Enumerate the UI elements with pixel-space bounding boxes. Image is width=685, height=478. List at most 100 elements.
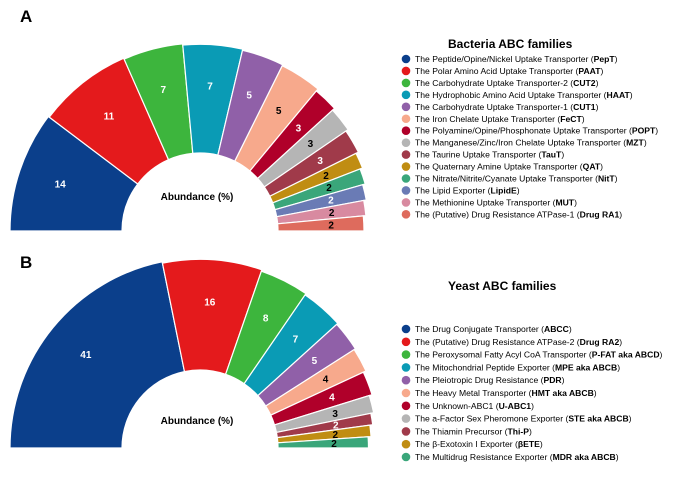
value-label: 11 xyxy=(104,111,115,122)
panel-letter: B xyxy=(20,253,32,272)
legend-label: The Hydrophobic Amino Acid Uptake Transp… xyxy=(415,90,633,100)
half-donut xyxy=(9,43,367,232)
legend-title: Bacteria ABC families xyxy=(448,37,573,51)
legend-marker xyxy=(401,186,411,195)
value-label: 3 xyxy=(296,123,302,134)
legend-label: The Thiamin Precursor (Thi-P) xyxy=(415,426,532,436)
legend-marker xyxy=(401,102,411,112)
legend-item: The Carbohydrate Uptake Transporter-1 (C… xyxy=(401,102,599,112)
legend-label: The Heavy Metal Transporter (HMT aka ABC… xyxy=(415,388,597,398)
center-label: Abundance (%) xyxy=(161,192,234,203)
legend-label: The Methionine Uptake Transporter (MUT) xyxy=(415,197,577,207)
legend-item: The (Putative) Drug Resistance ATPase-2 … xyxy=(401,337,622,347)
legend-label: The Peroxysomal Fatty Acyl CoA Transport… xyxy=(415,350,663,360)
legend-item: The Polar Amino Acid Uptake Transporter … xyxy=(401,66,603,76)
legend-label: The Unknown-ABC1 (U-ABC1) xyxy=(415,401,534,411)
legend-item: The (Putative) Drug Resistance ATPase-1 … xyxy=(401,209,622,219)
legend-item: The Peroxysomal Fatty Acyl CoA Transport… xyxy=(401,350,663,360)
legend-marker xyxy=(401,452,411,462)
legend-marker xyxy=(401,350,411,359)
slice-pept xyxy=(9,115,139,232)
value-label: 41 xyxy=(80,350,92,361)
half-donut xyxy=(9,258,375,449)
legend-item: The Carbohydrate Uptake Transporter-2 (C… xyxy=(401,78,599,88)
legend-item: The Lipid Exporter (LipidE) xyxy=(401,185,520,195)
value-label: 3 xyxy=(317,156,323,167)
slice-paat xyxy=(48,57,170,185)
value-label: 7 xyxy=(160,85,166,96)
legend-item: The β-Exotoxin I Exporter (βETE) xyxy=(401,439,543,449)
value-label: 2 xyxy=(328,196,334,207)
legend-item: The Multidrug Resistance Exporter (MDR a… xyxy=(401,452,619,462)
value-label: 4 xyxy=(329,393,335,404)
legend-marker xyxy=(401,150,411,159)
value-label: 2 xyxy=(326,183,332,194)
legend-label: The Carbohydrate Uptake Transporter-1 (C… xyxy=(415,102,599,112)
legend-label: The (Putative) Drug Resistance ATPase-2 … xyxy=(415,337,622,347)
value-label: 2 xyxy=(323,171,329,182)
legend-label: The β-Exotoxin I Exporter (βETE) xyxy=(415,439,543,449)
legend-label: The Lipid Exporter (LipidE) xyxy=(415,185,520,195)
legend-marker xyxy=(401,401,411,411)
legend-label: The (Putative) Drug Resistance ATPase-1 … xyxy=(415,209,622,219)
legend-marker xyxy=(401,210,411,219)
legend-item: The Unknown-ABC1 (U-ABC1) xyxy=(401,401,534,411)
legend-item: The a-Factor Sex Pheromone Exporter (STE… xyxy=(401,414,632,424)
value-label: 2 xyxy=(331,439,337,450)
value-label: 5 xyxy=(246,90,252,101)
legend-marker xyxy=(401,198,411,207)
legend-marker xyxy=(401,427,411,436)
legend-marker xyxy=(401,324,411,334)
legend-item: The Manganese/Zinc/Iron Chelate Uptake T… xyxy=(401,138,647,148)
legend-marker xyxy=(401,138,411,147)
slice-cut2 xyxy=(123,43,194,161)
legend-label: The Polyamine/Opine/Phosphonate Uptake T… xyxy=(415,126,658,136)
legend-label: The Mitochondrial Peptide Exporter (MPE … xyxy=(415,362,620,372)
legend-item: The Pleiotropic Drug Resistance (PDR) xyxy=(401,375,565,385)
legend-item: The Taurine Uptake Transporter (TauT) xyxy=(401,150,564,160)
value-label: 2 xyxy=(333,421,339,432)
legend-label: The Drug Conjugate Transporter (ABCC) xyxy=(415,324,572,334)
legend-marker xyxy=(401,439,411,449)
legend-marker xyxy=(401,54,411,64)
legend-marker xyxy=(401,114,411,124)
value-label: 14 xyxy=(55,180,67,191)
value-label: 7 xyxy=(293,334,299,345)
legend-marker xyxy=(401,90,411,100)
legend-label: The Quaternary Amine Uptake Transporter … xyxy=(415,162,603,172)
legend: Bacteria ABC families The Peptide/Opine/N… xyxy=(401,37,658,219)
value-label: 8 xyxy=(263,313,269,324)
legend-label: The Manganese/Zinc/Iron Chelate Uptake T… xyxy=(415,138,647,148)
legend-item: The Nitrate/Nitrite/Cyanate Uptake Trans… xyxy=(401,174,618,184)
legend-label: The Pleiotropic Drug Resistance (PDR) xyxy=(415,375,565,385)
legend-marker xyxy=(401,78,411,88)
legend-item: The Hydrophobic Amino Acid Uptake Transp… xyxy=(401,90,633,100)
legend-marker xyxy=(401,337,411,347)
value-label: 5 xyxy=(312,356,318,367)
legend-marker xyxy=(401,414,411,423)
legend-item: The Thiamin Precursor (Thi-P) xyxy=(401,426,532,436)
value-label: 16 xyxy=(204,297,216,308)
value-label: 3 xyxy=(308,139,314,150)
legend-marker xyxy=(401,126,411,135)
legend: Yeast ABC families The Drug Conjugate Tra… xyxy=(401,279,663,462)
slice-mdr-aka-abcb xyxy=(277,436,370,449)
legend-label: The Carbohydrate Uptake Transporter-2 (C… xyxy=(415,78,599,88)
legend-label: The Taurine Uptake Transporter (TauT) xyxy=(415,150,564,160)
slice-abcc xyxy=(9,261,186,449)
legend-label: The Multidrug Resistance Exporter (MDR a… xyxy=(415,452,619,462)
slice-drug-ra1 xyxy=(277,215,365,232)
panel-letter: A xyxy=(20,7,32,26)
center-label: Abundance (%) xyxy=(161,416,234,427)
legend-marker xyxy=(401,375,411,385)
legend-item: The Mitochondrial Peptide Exporter (MPE … xyxy=(401,362,620,372)
value-label: 4 xyxy=(323,375,329,386)
slice-haat xyxy=(182,43,244,156)
legend-marker xyxy=(401,174,411,183)
value-label: 2 xyxy=(328,220,334,231)
legend-marker xyxy=(401,66,411,76)
value-label: 3 xyxy=(332,409,338,420)
